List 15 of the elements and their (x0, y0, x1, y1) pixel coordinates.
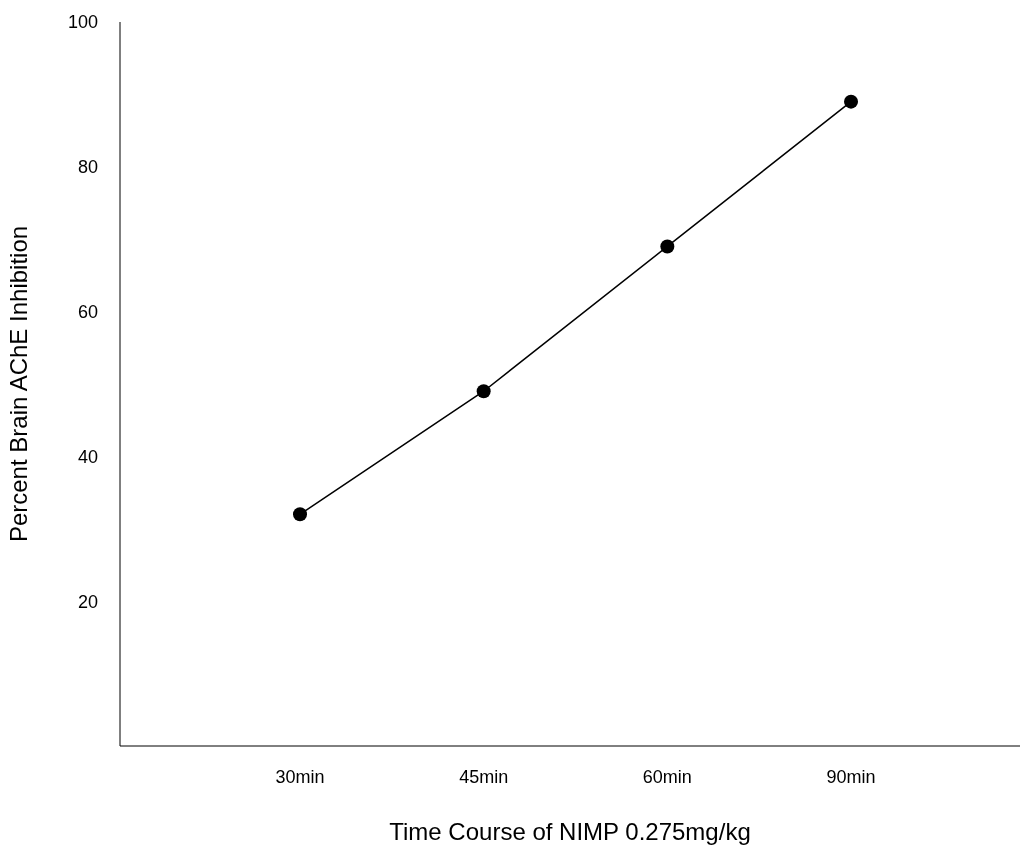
point (476, 384, 491, 399)
x-tick-label: 45min (459, 766, 509, 787)
y-axis-title: Percent Brain AChE Inhibition (4, 225, 32, 543)
y-tick-label: 100 (67, 12, 98, 33)
x-tick-label: 90min (826, 766, 876, 787)
x-tick-label: 60min (642, 766, 692, 787)
y-tick-label: 60 (77, 301, 98, 322)
point (660, 239, 675, 254)
y-tick-label: 80 (77, 157, 98, 178)
x-tick-label: 30min (275, 766, 325, 787)
y-tick-label: 20 (77, 591, 98, 612)
point (844, 94, 859, 109)
point (293, 507, 307, 522)
x-axis-title: Time Course of NIMP 0.275mg/kg (389, 818, 751, 845)
y-tick-label: 40 (77, 446, 98, 467)
